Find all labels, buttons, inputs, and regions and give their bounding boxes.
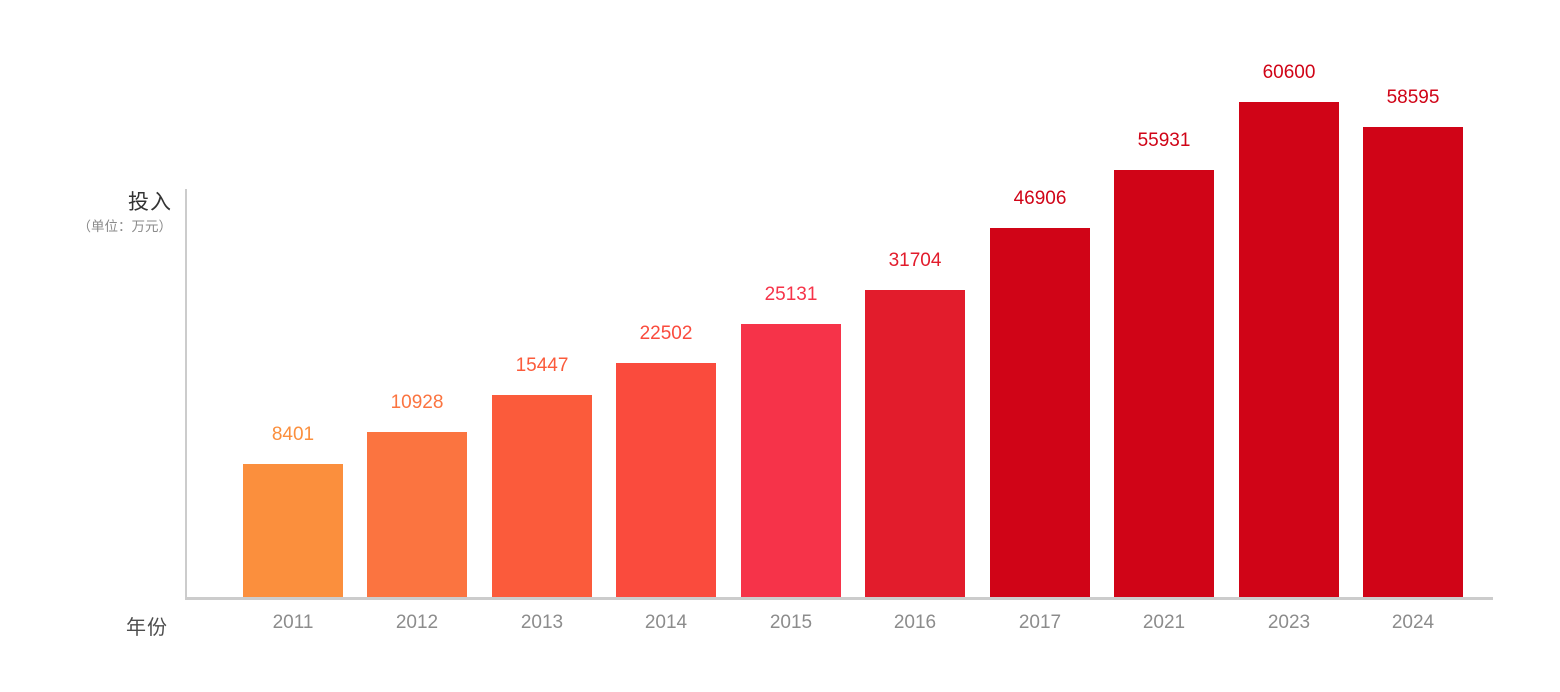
bar-value-label: 55931 (1137, 130, 1191, 151)
x-tick-label: 2017 (1018, 612, 1062, 633)
bar-value-label: 60600 (1262, 62, 1316, 83)
bar-value-label: 46906 (1013, 188, 1067, 209)
bar-2015 (741, 324, 841, 597)
x-tick-label: 2015 (769, 612, 813, 633)
bar-2014 (616, 363, 716, 597)
bar-2017 (990, 228, 1090, 597)
bar-value-label: 15447 (515, 355, 569, 376)
x-tick-label: 2013 (520, 612, 564, 633)
x-tick-label: 2016 (893, 612, 937, 633)
bar-2021 (1114, 170, 1214, 597)
x-tick-label: 2024 (1391, 612, 1435, 633)
x-axis-line (185, 597, 1493, 600)
bar-2012 (367, 432, 467, 597)
bar-2024 (1363, 127, 1463, 597)
bar-2013 (492, 395, 592, 597)
y-axis-line (185, 189, 187, 600)
bar-2011 (243, 464, 343, 597)
y-axis-label: 投入 (128, 191, 172, 214)
bar-value-label: 25131 (764, 284, 818, 305)
x-tick-label: 2012 (395, 612, 439, 633)
bar-2016 (865, 290, 965, 597)
bar-value-label: 10928 (390, 392, 444, 413)
bar-value-label: 31704 (888, 250, 942, 271)
x-axis-label: 年份 (126, 617, 168, 639)
bar-value-label: 22502 (639, 323, 693, 344)
x-tick-label: 2011 (272, 612, 314, 633)
x-tick-label: 2021 (1142, 612, 1186, 633)
x-tick-label: 2023 (1267, 612, 1311, 633)
y-axis-unit-label: （单位：万元） (77, 219, 173, 234)
y-axis-title: 投入 （单位：万元） (40, 190, 173, 235)
bar-2023 (1239, 102, 1339, 597)
x-tick-label: 2014 (644, 612, 688, 633)
bar-value-label: 8401 (271, 424, 315, 445)
bar-value-label: 58595 (1386, 87, 1440, 108)
